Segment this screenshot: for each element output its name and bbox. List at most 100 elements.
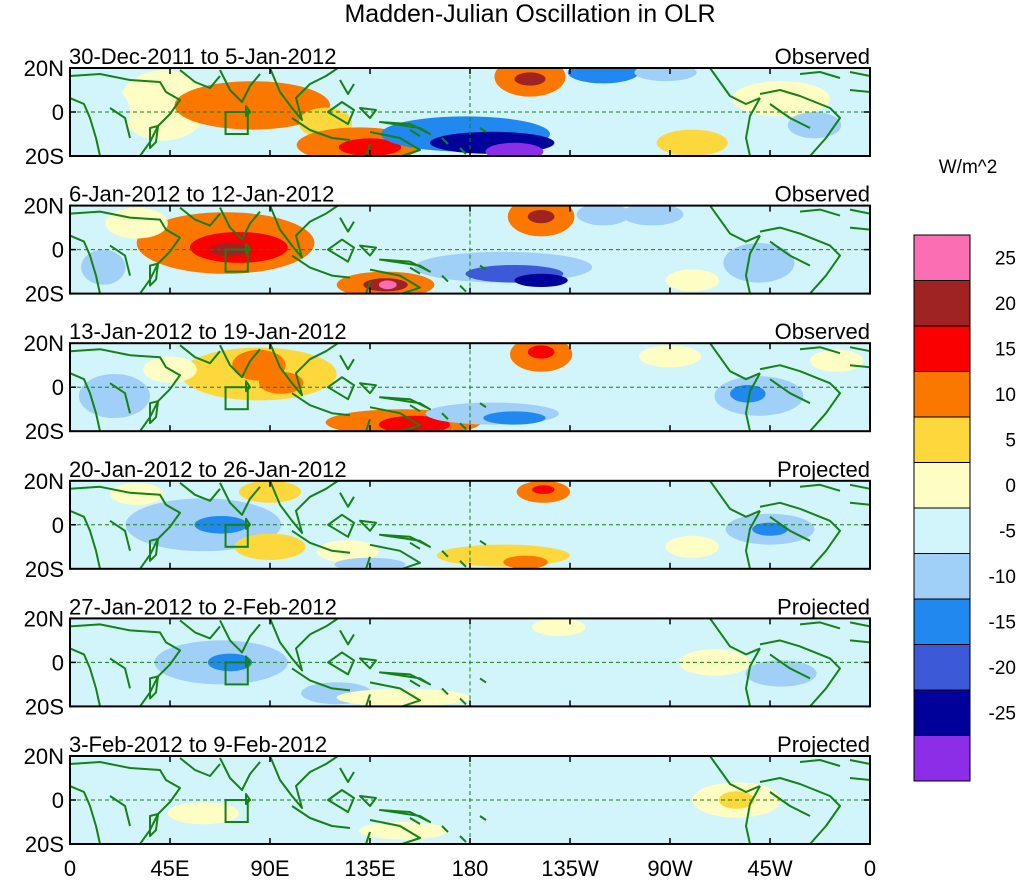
x-tick-label: 45W xyxy=(747,856,792,881)
anomaly-contour xyxy=(527,210,555,224)
anomaly-contour xyxy=(730,385,766,403)
anomaly-contour xyxy=(723,242,795,283)
x-tick-label: 45E xyxy=(150,856,189,881)
anomaly-contour xyxy=(576,205,630,226)
anomaly-contour xyxy=(470,762,559,785)
panel: 20N 0 20S 3-Feb-2012 to 9-Feb-2012 Projected xyxy=(24,732,871,857)
colorbar-tick-label: -20 xyxy=(989,658,1016,679)
colorbar-swatch xyxy=(913,280,971,327)
anomaly-contour xyxy=(532,485,555,494)
panel-status: Observed xyxy=(775,182,870,207)
colorbar: 25 20 15 10 5 0 -5 -10 -15 -20 -25 xyxy=(913,234,1016,782)
colorbar-swatch xyxy=(913,598,971,645)
y-tick-label: 20N xyxy=(24,194,64,219)
y-tick-label: 20S xyxy=(25,832,64,857)
anomaly-field xyxy=(70,205,870,294)
panels: 20N 0 20S 30-Dec-2011 to 5-Jan-2012 Observed… xyxy=(24,44,871,857)
anomaly-contour xyxy=(316,540,379,563)
anomaly-contour xyxy=(258,371,304,394)
x-tick-label: 135E xyxy=(344,856,395,881)
y-tick-label: 0 xyxy=(52,100,64,125)
anomaly-contour xyxy=(194,96,266,119)
colorbar-tick-label: 5 xyxy=(1005,431,1016,452)
y-tick-label: 20N xyxy=(24,56,64,81)
colorbar-swatch xyxy=(913,644,971,691)
colorbar-swatch xyxy=(913,234,971,281)
anomaly-contour xyxy=(638,345,702,368)
anomaly-contour xyxy=(776,767,830,789)
anomaly-contour xyxy=(745,660,817,687)
y-tick-label: 20N xyxy=(24,469,64,494)
anomaly-field xyxy=(70,343,870,432)
reference-box xyxy=(224,386,249,411)
panel: 20N 0 20S 6-Jan-2012 to 12-Jan-2012 Observed xyxy=(24,182,871,307)
anomaly-contour xyxy=(378,415,450,432)
reference-box xyxy=(224,661,249,686)
anomaly-contour xyxy=(76,85,130,139)
panel-status: Observed xyxy=(775,44,870,69)
colorbar-tick-label: -15 xyxy=(989,613,1016,634)
anomaly-contour xyxy=(665,535,719,558)
y-tick-label: 20N xyxy=(24,331,64,356)
colorbar-tick-label: 10 xyxy=(995,385,1016,406)
y-tick-label: 0 xyxy=(52,513,64,538)
y-tick-label: 20N xyxy=(24,744,64,769)
colorbar-label: W/m^2 xyxy=(939,157,998,178)
anomaly-contour xyxy=(634,68,697,82)
anomaly-contour xyxy=(378,280,397,290)
y-tick-label: 20S xyxy=(25,282,64,307)
colorbar-swatch xyxy=(913,462,971,509)
colorbar-tick-label: -10 xyxy=(989,567,1016,588)
panel-period: 30-Dec-2011 to 5-Jan-2012 xyxy=(69,44,336,69)
anomaly-contour xyxy=(514,273,568,287)
x-axis: 0 45E 90E 135E 180 135W 90W 45W 0 xyxy=(64,856,876,881)
panel-period: 6-Jan-2012 to 12-Jan-2012 xyxy=(69,182,334,207)
anomaly-contour xyxy=(81,249,126,285)
colorbar-swatch xyxy=(913,416,971,463)
colorbar-swatch xyxy=(913,553,971,600)
colorbar-tick-label: 25 xyxy=(995,249,1016,270)
panel-status: Observed xyxy=(775,319,870,344)
anomaly-contour xyxy=(532,618,586,636)
anomaly-contour xyxy=(105,207,168,239)
anomaly-contour xyxy=(656,129,728,156)
y-tick-label: 20S xyxy=(25,144,64,169)
colorbar-swatch xyxy=(913,735,971,782)
anomaly-contour xyxy=(238,480,302,503)
colorbar-tick-label: 0 xyxy=(1005,476,1016,497)
anomaly-contour xyxy=(621,205,684,226)
panel-period: 3-Feb-2012 to 9-Feb-2012 xyxy=(69,732,327,757)
panel-period: 13-Jan-2012 to 19-Jan-2012 xyxy=(69,319,347,344)
chart-title: Madden-Julian Oscillation in OLR xyxy=(344,0,715,28)
y-tick-label: 20S xyxy=(25,419,64,444)
panel: 20N 0 20S 30-Dec-2011 to 5-Jan-2012 Observed xyxy=(24,44,871,169)
anomaly-contour xyxy=(167,802,239,825)
panel: 20N 0 20S 27-Jan-2012 to 2-Feb-2012 Projecte… xyxy=(24,594,871,719)
y-tick-label: 0 xyxy=(52,375,64,400)
anomaly-contour xyxy=(752,522,788,536)
x-tick-label: 90E xyxy=(250,856,289,881)
y-tick-label: 0 xyxy=(52,650,64,675)
y-tick-label: 20S xyxy=(25,694,64,719)
anomaly-contour xyxy=(732,81,830,117)
anomaly-contour xyxy=(194,516,248,534)
y-tick-label: 0 xyxy=(52,238,64,263)
colorbar-swatch xyxy=(913,325,971,372)
anomaly-contour xyxy=(78,374,150,418)
anomaly-contour xyxy=(665,269,719,292)
y-tick-label: 0 xyxy=(52,788,64,813)
colorbar-swatch xyxy=(913,689,971,736)
anomaly-contour xyxy=(810,349,864,372)
anomaly-contour xyxy=(234,533,306,560)
x-tick-label: 0 xyxy=(864,856,876,881)
anomaly-contour xyxy=(338,138,402,156)
x-tick-label: 0 xyxy=(64,856,76,881)
anomaly-contour xyxy=(358,822,448,840)
colorbar-tick-label: -5 xyxy=(999,522,1016,543)
panel-status: Projected xyxy=(777,457,870,482)
panel-status: Projected xyxy=(777,732,870,757)
colorbar-swatch xyxy=(913,507,971,554)
colorbar-tick-label: 20 xyxy=(995,294,1016,315)
anomaly-contour xyxy=(514,72,546,86)
